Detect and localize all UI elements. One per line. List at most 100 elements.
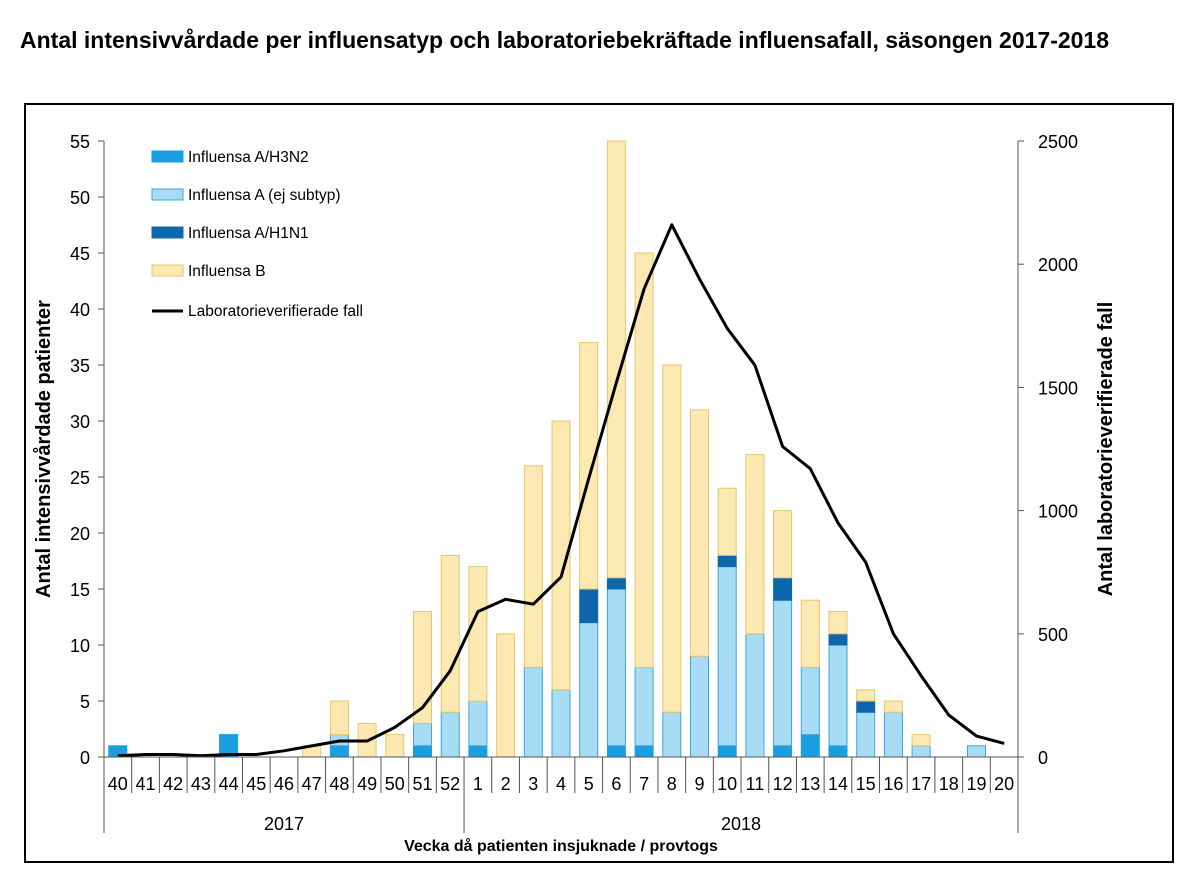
y-tick-label: 50 <box>70 188 90 208</box>
bar-a_unsub-13 <box>800 666 820 736</box>
bar-h3n2-14 <box>828 745 848 758</box>
y2-tick-label: 1000 <box>1038 502 1078 522</box>
bar-b-16 <box>883 700 903 713</box>
bar-b-12 <box>773 510 793 579</box>
bar-b-9 <box>690 409 709 657</box>
bar-a_unsub-19 <box>967 745 986 758</box>
y-tick-label: 40 <box>70 300 90 320</box>
bar-b-8 <box>662 364 682 713</box>
y-tick-label: 35 <box>70 356 90 376</box>
bar-a_unsub-4 <box>551 689 571 758</box>
legend-label-line: Laboratorieverifierade fall <box>188 303 363 320</box>
bar-b-14 <box>828 610 848 635</box>
legend-label-a_unsub: Influensa A (ej subtyp) <box>188 187 341 204</box>
bar-a_unsub-15 <box>856 711 876 758</box>
bar-b-48 <box>329 700 349 736</box>
bar-b-3 <box>523 465 543 668</box>
bar-b-2 <box>496 633 516 758</box>
y-tick-label: 20 <box>70 524 90 544</box>
x-tick-label: 52 <box>440 774 460 794</box>
x-tick-label: 47 <box>302 774 322 794</box>
y2-tick-label: 1500 <box>1038 378 1078 398</box>
x-tick-label: 16 <box>883 774 903 794</box>
x-tick-label: 17 <box>911 774 931 794</box>
x-tick-label: 1 <box>473 774 483 794</box>
y-tick-label: 15 <box>70 580 90 600</box>
bar-a_unsub-6 <box>606 588 626 747</box>
x-tick-label: 10 <box>717 774 737 794</box>
x-tick-label: 46 <box>274 774 294 794</box>
bar-b-5 <box>579 342 599 590</box>
bar-h3n2-51 <box>413 745 432 758</box>
x-tick-label: 15 <box>856 774 876 794</box>
bar-h3n2-12 <box>773 745 793 758</box>
x-tick-label: 6 <box>611 774 621 794</box>
legend-label-h1n1: Influensa A/H1N1 <box>188 225 309 242</box>
x-tick-label: 13 <box>800 774 820 794</box>
bar-a_unsub-5 <box>579 622 599 758</box>
bar-a_unsub-11 <box>745 633 765 758</box>
bar-h3n2-1 <box>468 745 488 758</box>
y-tick-label: 5 <box>80 692 90 712</box>
y2-tick-label: 2000 <box>1038 255 1078 275</box>
bar-h1n1-12 <box>773 577 793 601</box>
legend: Influensa A/H3N2 Influensa A (ej subtyp) I… <box>151 149 363 320</box>
y-axis-label: Antal intensivvårdade patienter <box>32 300 55 598</box>
bar-b-10 <box>717 487 737 556</box>
legend-swatch-h1n1 <box>151 226 184 239</box>
bar-a_unsub-51 <box>413 722 432 747</box>
x-tick-label: 9 <box>694 774 704 794</box>
bar-a_unsub-17 <box>911 745 931 758</box>
bar-h1n1-5 <box>579 588 599 624</box>
x-tick-label: 7 <box>639 774 649 794</box>
bar-a_unsub-3 <box>523 666 543 758</box>
x-tick-label: 12 <box>773 774 793 794</box>
x-tick-label: 44 <box>219 774 239 794</box>
bar-b-52 <box>440 554 460 713</box>
x-tick-label: 4 <box>556 774 566 794</box>
x-tick-label: 20 <box>994 774 1014 794</box>
y2-tick-label: 0 <box>1038 748 1048 768</box>
bar-a_unsub-12 <box>773 599 793 747</box>
bar-b-13 <box>800 599 820 668</box>
bar-h1n1-14 <box>828 633 848 646</box>
chart-frame <box>24 103 1174 863</box>
x-tick-label: 42 <box>163 774 183 794</box>
x-tick-label: 49 <box>357 774 377 794</box>
bar-h3n2-48 <box>329 745 349 758</box>
line-laboratorieverifierade-fall <box>117 223 1005 758</box>
bar-b-50 <box>385 734 405 758</box>
y2-tick-label: 2500 <box>1038 132 1078 152</box>
y-tick-label: 25 <box>70 468 90 488</box>
bar-h3n2-10 <box>717 745 737 758</box>
year-label: 2017 <box>264 814 304 834</box>
x-tick-label: 18 <box>939 774 959 794</box>
legend-swatch-a_unsub <box>151 188 184 201</box>
legend-label-b: Influensa B <box>188 263 266 280</box>
x-tick-label: 41 <box>135 774 155 794</box>
x-tick-label: 8 <box>667 774 677 794</box>
chart-title: Antal intensivvårdade per influensatyp o… <box>20 27 1110 53</box>
bar-b-51 <box>413 610 432 724</box>
y-tick-label: 30 <box>70 412 90 432</box>
bar-b-17 <box>911 734 931 747</box>
legend-label-h3n2: Influensa A/H3N2 <box>188 149 309 166</box>
bar-b-6 <box>606 140 626 579</box>
bar-b-7 <box>634 252 654 668</box>
legend-swatch-b <box>151 264 184 277</box>
x-tick-label: 11 <box>746 774 765 794</box>
x-tick-label: 5 <box>584 774 594 794</box>
x-tick-label: 50 <box>385 774 405 794</box>
year-label: 2018 <box>721 814 761 834</box>
y-tick-label: 10 <box>70 636 90 656</box>
bar-a_unsub-10 <box>717 566 737 747</box>
axes-layer: 0510152025303540455055050010001500200025… <box>70 132 1078 834</box>
bar-b-1 <box>468 566 488 702</box>
bar-b-11 <box>745 454 765 635</box>
x-tick-label: 45 <box>246 774 266 794</box>
x-tick-label: 2 <box>501 774 511 794</box>
bar-h1n1-10 <box>717 554 737 568</box>
y2-axis-label: Antal laboratorieverifierade fall <box>1095 302 1117 597</box>
bar-a_unsub-14 <box>828 644 848 747</box>
